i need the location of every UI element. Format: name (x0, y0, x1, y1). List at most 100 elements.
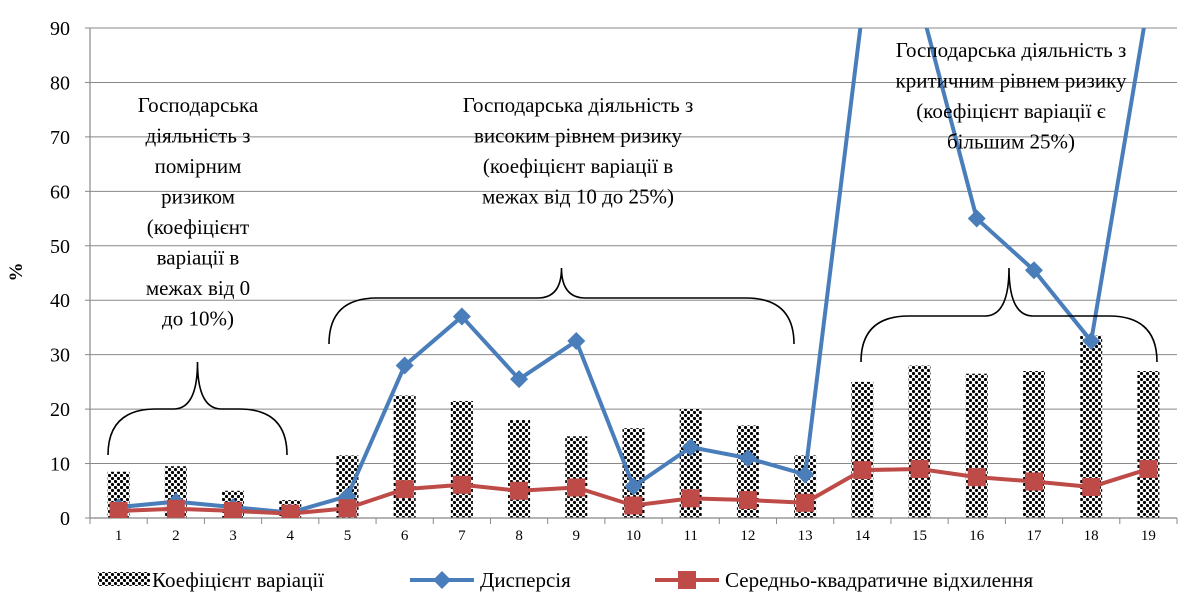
diamond-marker (510, 370, 529, 389)
square-marker (681, 489, 700, 508)
diamond-marker (853, 3, 871, 21)
diamond-marker (967, 209, 986, 228)
x-tick-label: 16 (969, 528, 985, 544)
bar (1137, 371, 1160, 518)
y-tick-label: 20 (50, 399, 70, 421)
x-tick-label: 15 (912, 528, 927, 544)
annotation-line: ризиком (161, 185, 235, 209)
y-tick-label: 10 (50, 454, 70, 476)
y-tick-label: 60 (50, 181, 70, 203)
bar (851, 381, 874, 518)
square-marker (510, 481, 529, 500)
diamond-marker (1139, 0, 1157, 10)
legend: Коефіцієнт варіації Дисперсія Середньо-ква… (98, 568, 1033, 592)
x-tick-label: 12 (740, 528, 755, 544)
square-marker (910, 460, 929, 478)
annotation-line: до 10%) (162, 307, 234, 331)
annotation-line: високим рівнем ризику (474, 124, 682, 148)
x-tick-label: 11 (683, 528, 697, 544)
x-tick-label: 18 (1084, 528, 1099, 544)
legend-label-line: Дисперсія (480, 568, 571, 592)
x-tick-label: 9 (573, 528, 581, 544)
square-marker (224, 501, 243, 518)
x-tick-label: 3 (229, 528, 237, 544)
y-tick-label: 80 (50, 72, 70, 94)
bar (908, 365, 931, 518)
x-tick-label: 7 (458, 528, 466, 544)
square-marker (624, 496, 643, 515)
x-tick-label: 19 (1141, 528, 1156, 544)
brace-critical (860, 267, 1158, 363)
annotation-line: критичним рівнем ризику (896, 69, 1127, 93)
diamond-marker (1082, 332, 1101, 351)
square-marker (452, 475, 471, 494)
annotation-line: межах від 10 до 25%) (482, 185, 674, 209)
bar (965, 373, 988, 518)
x-tick-label: 4 (286, 528, 294, 544)
diamond-marker (738, 449, 757, 468)
square-marker (738, 491, 757, 510)
x-tick-label: 1 (115, 528, 123, 544)
bar (1080, 335, 1103, 518)
y-tick-label: 40 (50, 290, 70, 312)
annotation-line: більшим 25%) (947, 130, 1075, 154)
brace-moderate (107, 361, 288, 456)
x-tick-label: 10 (626, 528, 641, 544)
square-marker (796, 493, 815, 512)
brace-high (328, 267, 795, 345)
square-marker (395, 480, 414, 499)
annotation-line: (коефіцієнт варіації є (916, 99, 1105, 123)
annotation-line: (коефіцієнт (147, 215, 249, 239)
bar (565, 436, 588, 518)
x-tick-label: 5 (344, 528, 352, 544)
diamond-marker (624, 477, 643, 496)
legend-label-bar: Коефіцієнт варіації (152, 568, 324, 592)
square-marker (567, 478, 586, 497)
x-tick-label: 6 (401, 528, 409, 544)
annotation-line: Господарська діяльність з (896, 38, 1127, 62)
annotation-line: помірним (155, 154, 242, 178)
bar (622, 428, 645, 518)
group-braces (107, 267, 1158, 456)
square-marker (1139, 460, 1158, 478)
y-axis-ticks: 0 10 20 30 40 50 60 70 80 90 (50, 18, 70, 530)
square-marker (109, 501, 128, 518)
square-marker (1024, 472, 1043, 491)
x-axis-ticks: 1 2 3 4 5 6 7 8 9 10 11 12 13 14 15 16 17 18 19 (115, 528, 1156, 544)
line-series (109, 0, 1158, 518)
diamond-marker (911, 0, 929, 10)
x-tick-label: 2 (172, 528, 180, 544)
diamond-marker (681, 438, 700, 457)
legend-swatch-bar (98, 572, 150, 586)
diamond-marker (796, 465, 815, 484)
legend-marker-square (678, 571, 696, 589)
group-annotations: Господарська діяльність з помірним ризиком (… (138, 38, 1127, 331)
square-marker (338, 499, 357, 518)
diamond-marker (395, 356, 414, 375)
axes (85, 27, 1178, 524)
y-tick-label: 30 (50, 345, 70, 367)
legend-marker-diamond (433, 571, 451, 589)
bar (393, 395, 416, 518)
legend-label-line: Середньо-квадратичне відхилення (725, 568, 1033, 592)
annotation-line: межах від 0 (146, 276, 250, 300)
y-tick-label: 0 (60, 508, 70, 530)
bar (508, 420, 531, 518)
diamond-marker (1024, 261, 1043, 280)
x-tick-label: 13 (798, 528, 813, 544)
annotation-line: Господарська (138, 93, 259, 117)
annotation-line: Господарська діяльність з (463, 93, 694, 117)
square-marker (1082, 477, 1101, 496)
bar (1022, 371, 1045, 518)
bar (450, 400, 473, 518)
gridlines (90, 27, 1177, 465)
square-marker (967, 468, 986, 487)
y-tick-label: 50 (50, 236, 70, 258)
x-tick-label: 8 (515, 528, 523, 544)
x-tick-label: 14 (855, 528, 871, 544)
y-tick-label: 90 (50, 18, 70, 40)
annotation-line: варіації в (157, 246, 240, 270)
annotation-line: діяльність з (146, 124, 251, 148)
annotation-line: (коефіцієнт варіації в (483, 154, 673, 178)
